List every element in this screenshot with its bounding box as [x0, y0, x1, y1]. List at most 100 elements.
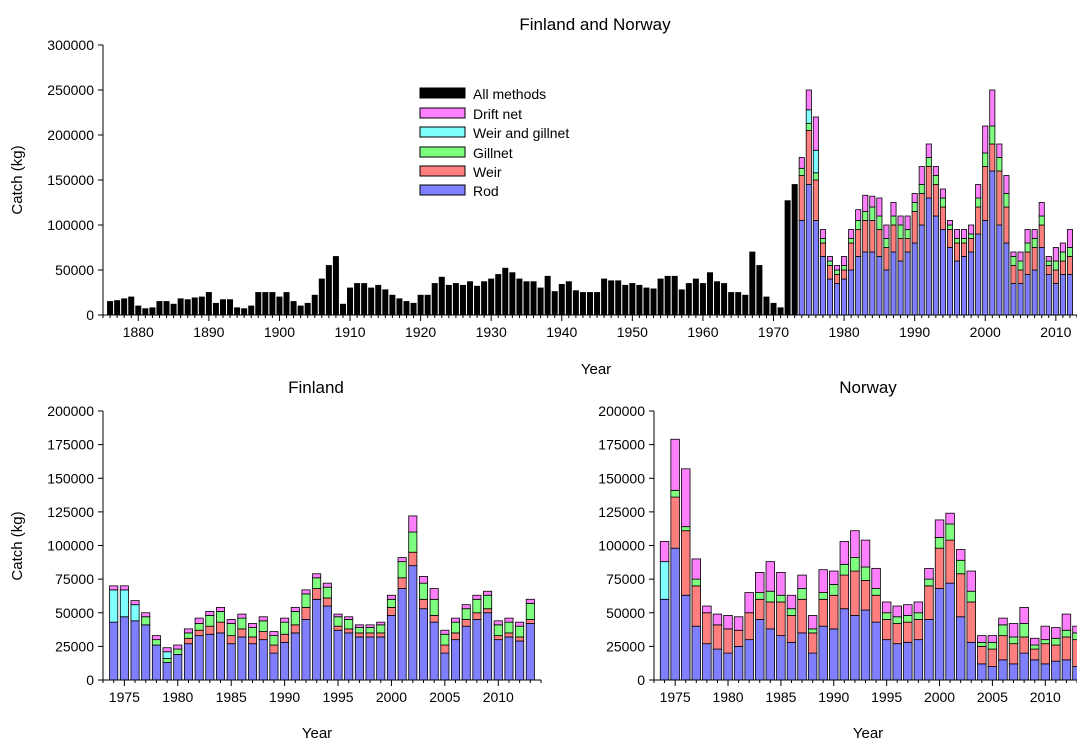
bar-rod-2009 — [483, 612, 493, 681]
bar-all-methods-1907 — [325, 265, 332, 316]
bar-gillnet-1993 — [860, 566, 871, 581]
bar-drift-net-2001 — [945, 512, 955, 525]
bar-all-methods-1959 — [692, 278, 699, 316]
bar-gillnet-1981 — [183, 632, 193, 639]
bar-drift-net-1996 — [344, 616, 354, 620]
bar-gillnet-2006 — [998, 624, 1008, 637]
chart-title: Finland — [288, 378, 344, 397]
bar-drift-net-2012 — [1066, 229, 1073, 248]
bar-weir-1996 — [892, 623, 902, 645]
bar-gillnet-1978 — [826, 260, 833, 266]
bar-weir-1979 — [712, 624, 723, 650]
bar-rod-2002 — [996, 224, 1003, 316]
bar-rod-2007 — [461, 625, 471, 681]
bar-rod-1995 — [881, 639, 892, 681]
bar-gillnet-1999 — [924, 578, 934, 587]
bar-rod-1989 — [904, 251, 911, 316]
bar-drift-net-1974 — [659, 541, 670, 563]
x-tick-label: 1990 — [269, 689, 300, 705]
bar-weir-2004 — [429, 615, 439, 623]
bar-drift-net-2012 — [515, 621, 525, 627]
bar-weir-1996 — [344, 628, 354, 634]
bar-all-methods-1970 — [770, 302, 777, 316]
bar-all-methods-1925 — [452, 283, 459, 316]
bar-drift-net-2007 — [461, 604, 471, 610]
bar-drift-net-1982 — [744, 592, 754, 614]
bar-drift-net-1992 — [925, 143, 932, 158]
bar-all-methods-1927 — [467, 281, 474, 316]
bar-gillnet-1985 — [876, 215, 883, 230]
bar-weir-2012 — [515, 636, 525, 642]
bar-drift-net-1989 — [818, 569, 828, 593]
bar-gillnet-1983 — [755, 592, 765, 600]
bar-all-methods-1918 — [403, 301, 410, 316]
bar-drift-net-2005 — [440, 629, 450, 635]
bar-rod-1983 — [205, 633, 215, 681]
bar-drift-net-2012 — [1061, 613, 1072, 631]
bar-weir-2003 — [1003, 206, 1010, 244]
bar-gillnet-1989 — [818, 592, 828, 600]
bar-all-methods-1913 — [368, 287, 375, 316]
bar-rod-1986 — [786, 641, 797, 681]
bar-weir-2005 — [987, 648, 998, 667]
bar-weir-1990 — [829, 594, 839, 630]
bar-gillnet-1991 — [839, 563, 850, 576]
bar-rod-2000 — [934, 588, 945, 681]
y-tick-label: 0 — [637, 672, 645, 688]
bar-all-methods-1964 — [728, 292, 735, 316]
bar-rod-2008 — [1019, 652, 1029, 681]
bar-rod-1996 — [954, 260, 961, 316]
bar-weir-2001 — [989, 143, 996, 172]
bar-gillnet-1976 — [681, 526, 691, 532]
bar-rod-1978 — [826, 278, 833, 316]
x-tick-label: 1985 — [216, 689, 247, 705]
bar-all-methods-1972 — [784, 200, 791, 316]
bar-weir-2013 — [1072, 639, 1077, 667]
bar-drift-net-1997 — [903, 604, 913, 616]
bar-gillnet-1984 — [765, 590, 776, 603]
bar-drift-net-1980 — [841, 256, 848, 266]
bar-drift-net-1995 — [333, 613, 343, 618]
bar-rod-2007 — [1008, 663, 1019, 681]
x-tick-label: 1960 — [687, 324, 718, 340]
bar-gillnet-1986 — [237, 617, 247, 630]
bar-gillnet-1984 — [869, 206, 876, 221]
bar-weir-1995 — [881, 619, 892, 641]
bar-rod-1977 — [141, 624, 151, 681]
bar-gillnet-1996 — [344, 619, 354, 630]
bar-drift-net-1998 — [913, 601, 924, 614]
bar-all-methods-1916 — [389, 294, 396, 316]
bar-gillnet-1990 — [829, 584, 839, 596]
bar-drift-net-1976 — [812, 116, 819, 151]
bar-gillnet-2010 — [493, 624, 503, 637]
bar-gillnet-2010 — [1052, 260, 1059, 271]
bar-gillnet-2001 — [945, 523, 955, 541]
x-tick-label: 1920 — [405, 324, 436, 340]
bar-weir-1984 — [216, 621, 226, 634]
bar-all-methods-1968 — [756, 265, 763, 316]
bar-rod-2000 — [982, 220, 989, 316]
x-tick-label: 2000 — [924, 689, 955, 705]
bar-all-methods-1938 — [544, 275, 551, 316]
bar-gillnet-2004 — [977, 641, 987, 647]
bar-gillnet-1989 — [269, 635, 279, 646]
bar-gillnet-1981 — [848, 238, 855, 244]
bar-weir-1980 — [841, 269, 848, 280]
bar-gillnet-2012 — [515, 625, 525, 638]
bar-weir-1997 — [354, 632, 364, 638]
chart-title: Norway — [839, 378, 897, 397]
bar-all-methods-1923 — [438, 276, 445, 316]
bar-all-methods-1967 — [749, 251, 756, 316]
bar-drift-net-2006 — [1024, 229, 1031, 244]
bar-all-methods-1915 — [382, 289, 389, 316]
bar-drift-net-1981 — [733, 616, 744, 631]
bar-gillnet-1994 — [939, 197, 946, 208]
bar-rod-2005 — [1017, 283, 1024, 316]
bar-weir-1975 — [670, 496, 680, 549]
bar-all-methods-1896 — [248, 305, 255, 316]
bar-drift-net-1977 — [691, 558, 702, 580]
bar-gillnet-1998 — [365, 627, 375, 634]
bar-all-methods-1914 — [375, 284, 382, 316]
bar-all-methods-1919 — [410, 302, 417, 316]
bar-rod-2009 — [1030, 659, 1040, 681]
